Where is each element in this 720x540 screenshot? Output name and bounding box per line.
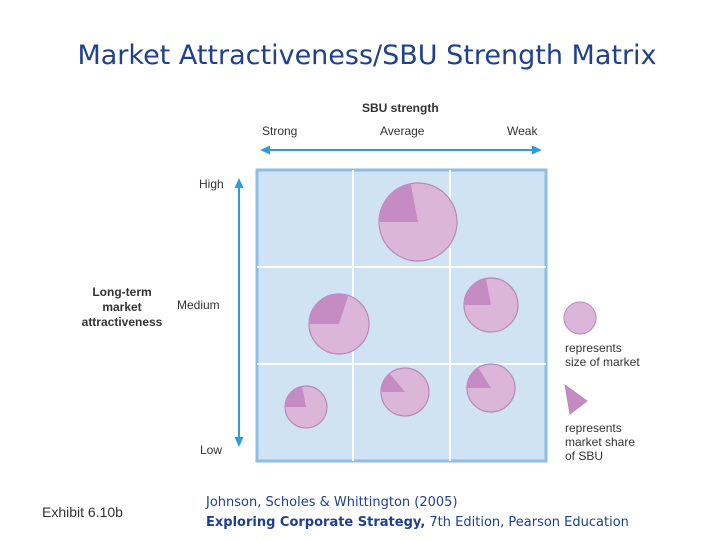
legend-share-text: represents market share of SBU — [565, 421, 635, 463]
legend-market-size-circle — [563, 301, 597, 335]
bubble-high-average — [378, 182, 458, 262]
y-axis-title-line-3: attractiveness — [81, 315, 163, 329]
y-axis-arrow — [234, 178, 244, 447]
market-share-slice — [381, 373, 405, 392]
y-axis-title-line-1: Long-term — [92, 285, 152, 299]
citation-line-2: Exploring Corporate Strategy, 7th Editio… — [206, 513, 629, 533]
legend-market-share-slice — [564, 383, 588, 415]
y-level-low: Low — [200, 443, 223, 457]
bubble-low-strong — [284, 385, 328, 429]
market-share-slice — [379, 183, 418, 222]
legend-share-line-1: represents — [565, 421, 622, 435]
bubble-medium-weak — [463, 277, 519, 333]
y-axis-title-line-2: market — [102, 300, 142, 314]
legend-size-line-2: size of market — [565, 355, 640, 369]
y-level-high: High — [199, 177, 224, 191]
y-level-medium: Medium — [177, 298, 220, 312]
x-axis-arrow — [260, 145, 542, 155]
bubble-low-weak — [466, 363, 516, 413]
bubble-layer — [284, 182, 519, 429]
y-axis-title: Long-term market attractiveness — [76, 285, 168, 330]
x-level-weak: Weak — [507, 124, 538, 138]
legend-size-line-1: represents — [565, 341, 622, 355]
exhibit-label: Exhibit 6.10b — [42, 504, 123, 520]
market-share-slice — [285, 386, 306, 407]
citation-line-1: Johnson, Scholes & Whittington (2005) — [206, 495, 458, 510]
bubble-medium-strong — [308, 293, 370, 355]
x-level-strong: Strong — [262, 124, 298, 138]
legend-share-line-3: of SBU — [565, 449, 604, 463]
x-level-average: Average — [380, 124, 425, 138]
market-share-slice — [464, 278, 491, 305]
x-axis-title: SBU strength — [362, 101, 439, 115]
book-title: Exploring Corporate Strategy, — [206, 515, 426, 530]
slide-title: Market Attractiveness/SBU Strength Matri… — [77, 40, 657, 71]
book-edition: 7th Edition, Pearson Education — [425, 515, 629, 530]
legend-size-text: represents size of market — [565, 341, 640, 369]
bubble-low-average — [380, 367, 430, 417]
citation: Johnson, Scholes & Whittington (2005) Ex… — [206, 493, 629, 533]
legend-share-line-2: market share — [565, 435, 636, 449]
market-share-slice — [309, 294, 349, 324]
market-share-slice — [467, 367, 491, 388]
